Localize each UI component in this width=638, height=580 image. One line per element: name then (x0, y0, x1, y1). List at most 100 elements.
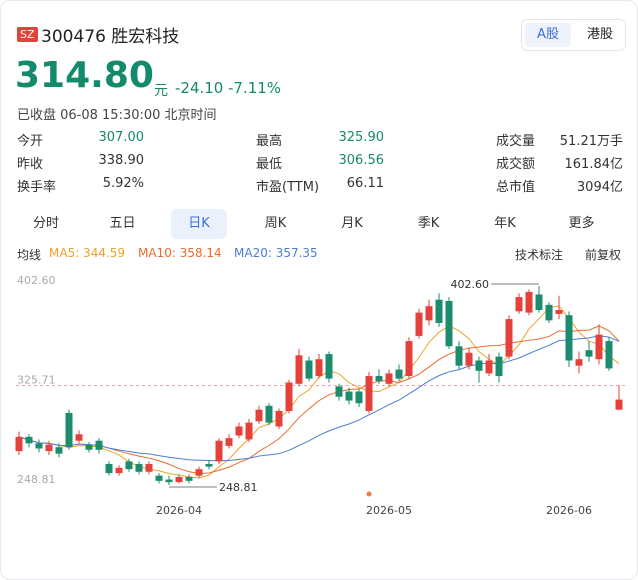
period-tab[interactable]: 季K (417, 216, 440, 231)
candle-body (45, 444, 53, 452)
x-tick-label: 2026-06 (546, 504, 592, 517)
market-switch: A股 港股 (521, 19, 626, 51)
candle-body (125, 461, 133, 470)
period-tab[interactable]: 日K (171, 209, 227, 239)
candle-body (505, 319, 513, 357)
candle-body (155, 475, 163, 481)
candle-body (335, 386, 343, 397)
ma-value: MA20: 357.35 (234, 246, 318, 260)
candle-body (475, 360, 483, 371)
x-tick-label: 2026-04 (156, 504, 202, 517)
candle-body (575, 359, 583, 366)
stat-label: 换手率 (17, 180, 57, 195)
candle-body (55, 447, 63, 454)
candle-body (395, 369, 403, 379)
stock-name: 300476 胜宏科技 (41, 27, 180, 47)
candle-body (405, 341, 413, 377)
candle-body (465, 352, 473, 366)
candle-body (605, 341, 613, 369)
candle-body (535, 294, 543, 311)
candle-body (15, 436, 23, 452)
indicator-label: 均线 (17, 248, 42, 262)
candle-body (365, 376, 373, 411)
candle-body (175, 476, 183, 483)
candle-body (455, 346, 463, 366)
candle-body (185, 476, 193, 481)
candle-body (85, 444, 93, 450)
candle-body (305, 360, 313, 379)
candle-body (445, 300, 453, 347)
candle-body (325, 354, 333, 379)
candle-body (135, 464, 143, 472)
stat-label: 市盈(TTM) (256, 180, 320, 195)
candle-body (595, 334, 603, 360)
candle-body (115, 467, 123, 474)
y-tick-label: 402.60 (17, 274, 56, 287)
candle-body (35, 443, 43, 449)
ma-line (18, 335, 620, 462)
market-status: 已收盘 06-08 15:30:00 北京时间 (17, 108, 217, 123)
ma-value: MA10: 358.14 (138, 246, 222, 260)
candle-body (345, 391, 353, 401)
stat-value: 306.56 (338, 153, 385, 168)
period-tab[interactable]: 分时 (32, 216, 59, 231)
candle-body (375, 376, 383, 382)
y-tick-label: 248.81 (17, 473, 56, 486)
ma-line (18, 305, 620, 479)
candle-body (585, 350, 593, 357)
candle-body (275, 410, 283, 427)
tab[interactable]: 港股 (586, 27, 613, 42)
chart: 402.60 325.71 248.81 2026-04 2026-05 2026-06 4… (15, 274, 626, 517)
y-tick-label: 325.71 (17, 373, 56, 386)
annotation-label: 248.81 (219, 481, 258, 494)
candle-body (415, 312, 423, 336)
stat-label: 最高 (256, 134, 283, 149)
candle-body (515, 297, 523, 312)
annotate-button[interactable]: 技术标注 (515, 248, 564, 262)
period-tab[interactable]: 月K (341, 216, 363, 231)
candle-body (195, 469, 203, 476)
price-unit: 元 (154, 83, 168, 99)
candle-body (265, 405, 273, 423)
candle-body (485, 360, 493, 374)
adjust-button[interactable]: 前复权 (585, 248, 622, 262)
period-tab[interactable]: 周K (264, 216, 287, 231)
price-change-pct: -7.11% (228, 79, 282, 97)
candle-body (545, 304, 553, 321)
candle-body (565, 315, 573, 361)
price-change: -24.10 (175, 79, 224, 97)
candle-body (385, 373, 393, 384)
candle-body (555, 310, 563, 314)
ma-line (18, 325, 620, 475)
stat-value: 5.92% (102, 176, 144, 191)
candle-body (65, 412, 73, 448)
candle-body (615, 399, 623, 410)
candle-body (355, 391, 363, 404)
period-tab[interactable]: 五日 (109, 216, 136, 231)
candle-body (25, 436, 33, 444)
x-tick-label: 2026-05 (366, 504, 412, 517)
candle-body (95, 440, 103, 450)
candle-body (205, 464, 213, 467)
candle-body (315, 359, 323, 377)
candle-body (145, 464, 153, 472)
stat-value: 338.90 (98, 153, 145, 168)
period-tab[interactable]: 更多 (568, 216, 595, 231)
stat-value: 325.90 (338, 130, 385, 145)
period-tab[interactable]: 年K (494, 216, 516, 231)
candle-body (165, 479, 173, 483)
stat-value: 307.00 (98, 130, 145, 145)
annotation-label: 402.60 (451, 278, 490, 291)
candle-body (255, 409, 263, 422)
stat-value: 3094亿 (576, 180, 623, 195)
stat-label: 总市值 (496, 180, 536, 195)
stat-label: 今开 (17, 134, 44, 149)
tab[interactable]: A股 (525, 23, 571, 47)
candle-body (235, 426, 243, 436)
candle-body (435, 299, 443, 323)
candle-body (285, 382, 293, 411)
stat-value: 51.21万手 (559, 134, 623, 149)
candle-body (295, 355, 303, 384)
price: 314.80 (15, 55, 154, 96)
